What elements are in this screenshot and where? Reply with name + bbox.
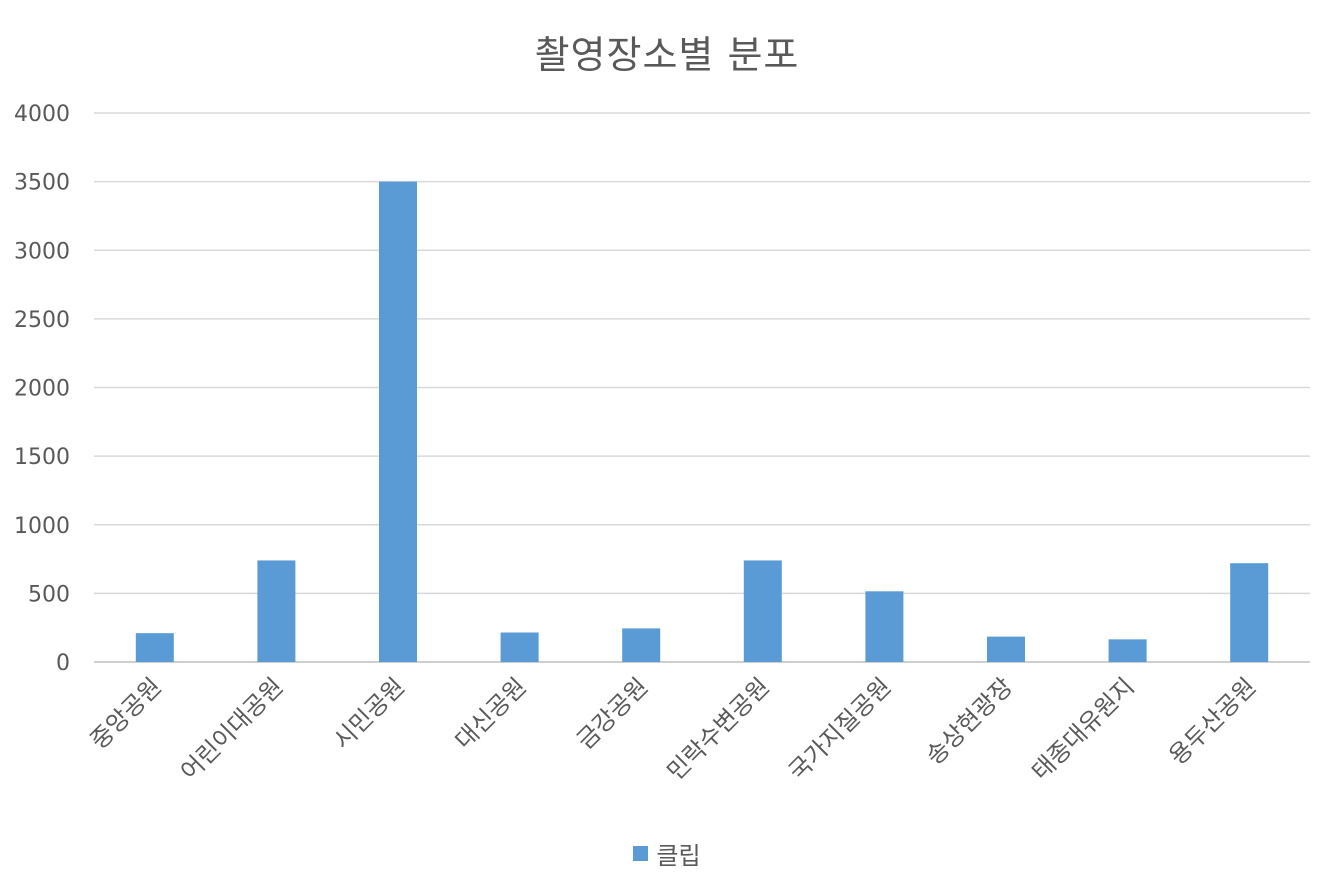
y-tick-label: 4000 <box>14 102 70 127</box>
bar <box>865 591 904 662</box>
bar <box>987 636 1025 662</box>
x-tick-label: 중앙공원 <box>85 672 167 754</box>
y-tick-label: 1500 <box>14 445 70 470</box>
bar <box>743 560 782 662</box>
x-tick-label: 민락수변공원 <box>662 672 775 785</box>
y-tick-label: 3000 <box>14 239 70 264</box>
bar <box>379 181 417 662</box>
chart-title: 촬영장소별 분포 <box>534 33 800 77</box>
legend-label: 클립 <box>656 842 701 870</box>
x-tick-label: 태종대유원지 <box>1026 672 1139 785</box>
bar <box>500 632 539 662</box>
x-tick-label: 어린이대공원 <box>175 672 288 785</box>
bar <box>257 560 296 662</box>
x-tick-label: 송상현광장 <box>920 672 1018 770</box>
bar <box>622 628 661 662</box>
y-tick-label: 2500 <box>14 308 70 333</box>
x-tick-label: 금강공원 <box>571 672 653 754</box>
legend-swatch <box>633 846 649 861</box>
legend: 클립 <box>0 836 1334 871</box>
x-tick-label: 시민공원 <box>328 672 410 754</box>
bar <box>1108 639 1147 662</box>
y-tick-label: 500 <box>28 582 70 607</box>
bar <box>135 633 174 662</box>
x-tick-label: 국가지질공원 <box>783 672 896 785</box>
y-tick-label: 1000 <box>14 514 70 539</box>
y-tick-label: 2000 <box>14 377 70 402</box>
y-tick-label: 0 <box>56 651 70 676</box>
y-tick-label: 3500 <box>14 171 70 196</box>
bar <box>1230 563 1269 662</box>
x-tick-label: 용두산공원 <box>1164 672 1262 770</box>
x-tick-label: 대신공원 <box>450 672 532 754</box>
